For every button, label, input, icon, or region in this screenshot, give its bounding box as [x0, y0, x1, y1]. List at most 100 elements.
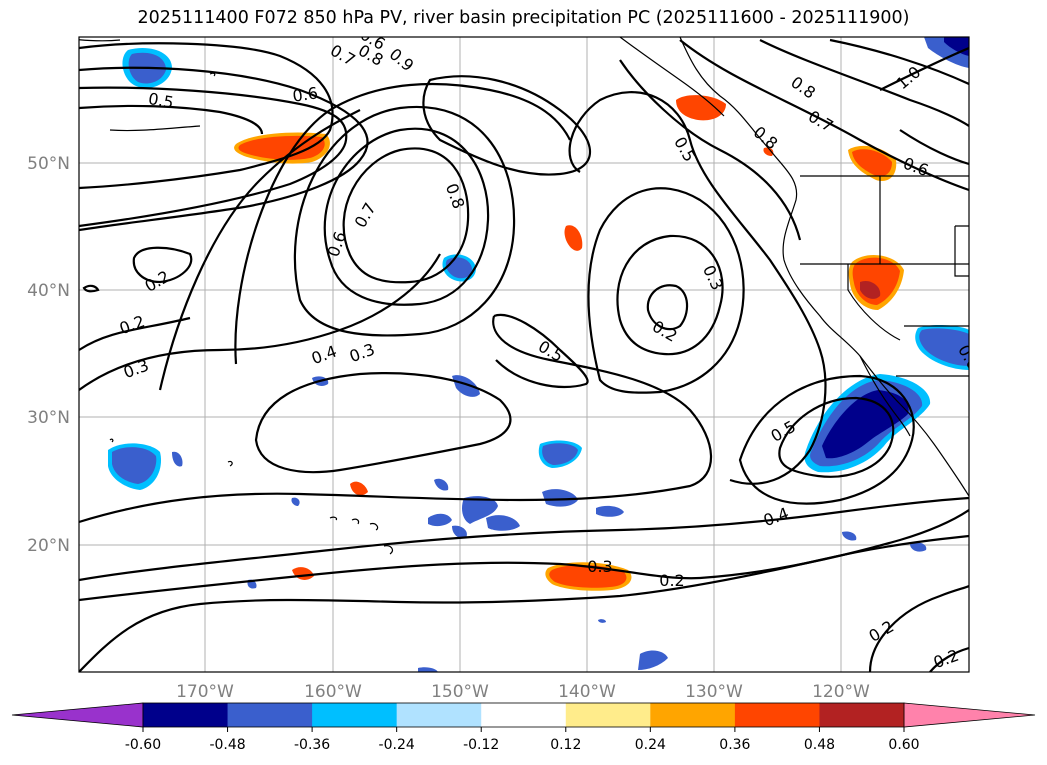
- colorbar-tick-label: 0.12: [550, 737, 581, 753]
- colorbar-over-arrow: [903, 702, 1036, 728]
- hawaii-islands: [329, 516, 394, 555]
- aleutian-islands: [79, 39, 216, 132]
- negative-precip-area: [434, 478, 449, 491]
- colorbar-tick-label: 0.24: [635, 737, 666, 753]
- negative-precip-area: [842, 531, 857, 541]
- positive-precip-area: [860, 280, 881, 299]
- negative-precip-area: [112, 447, 157, 484]
- negative-precip-area: [462, 496, 498, 524]
- coastlines: [79, 37, 969, 555]
- state-border: [954, 225, 969, 277]
- contour-line: [79, 315, 713, 524]
- colorbar-bin: [312, 703, 398, 727]
- colorbar-tick-label: 0.60: [888, 737, 919, 753]
- colorbar-tick-label: -0.12: [463, 737, 499, 753]
- colorbar-tick-label: -0.36: [294, 737, 330, 753]
- map-border: [78, 36, 970, 673]
- negative-precip-area: [822, 390, 909, 459]
- contour-line: [323, 127, 490, 306]
- colorbar-tick-label: 0.48: [804, 737, 835, 753]
- contour-line: [254, 372, 512, 474]
- contour-line: [619, 59, 802, 241]
- colorbar-bin: [565, 703, 651, 727]
- lon-label: 140°W: [558, 682, 616, 702]
- positive-precip-area: [238, 135, 325, 160]
- positive-precip-area: [350, 481, 368, 496]
- contour-line: [879, 46, 969, 91]
- negative-precip-area: [910, 542, 927, 552]
- lon-label: 170°W: [176, 682, 234, 702]
- contour-line: [778, 396, 895, 478]
- contour-line: [829, 38, 969, 85]
- contour-line: [646, 284, 689, 331]
- colorbar-tick-label: -0.24: [379, 737, 415, 753]
- positive-precip-area: [549, 564, 627, 588]
- contour-label: 0.5: [147, 89, 175, 112]
- lat-label: 30°N: [27, 408, 70, 428]
- positive-precip-area: [564, 225, 583, 251]
- negative-precip-area: [598, 619, 606, 623]
- contour-line: [79, 66, 369, 232]
- colorbar-bin: [650, 703, 736, 727]
- island: [109, 438, 114, 443]
- colorbar-under-arrow: [11, 702, 144, 728]
- negative-precip-area: [418, 667, 438, 672]
- contour-line: [868, 584, 969, 672]
- contour-line: [759, 39, 969, 127]
- contour-line: [568, 91, 827, 485]
- contour-line: [899, 129, 969, 166]
- contour-line: [79, 496, 969, 582]
- contour-line: [738, 374, 915, 505]
- negative-precip-area: [172, 451, 183, 467]
- colorbar: -0.60 -0.48 -0.36 -0.24 -0.12 0.12 0.24 0.36 0.4…: [11, 702, 1036, 753]
- negative-precip-area: [486, 515, 520, 531]
- island: [227, 460, 233, 467]
- contour-label: 0.3: [587, 557, 612, 576]
- colorbar-tick-label: -0.60: [125, 737, 161, 753]
- map-area: [79, 37, 969, 672]
- gridlines: [79, 37, 969, 672]
- positive-precip-area: [676, 95, 726, 121]
- map-title: 2025111400 F072 850 hPa PV, river basin …: [137, 8, 910, 28]
- lat-label: 40°N: [27, 281, 70, 301]
- positive-precip-area: [852, 149, 892, 177]
- contour-line: [493, 313, 589, 389]
- negative-precip-area: [542, 489, 578, 507]
- pv-contours: [79, 38, 969, 672]
- contour-line: [79, 316, 191, 351]
- negative-precip-area: [638, 650, 668, 670]
- contour-line: [234, 82, 571, 365]
- contour-line: [587, 187, 745, 394]
- colorbar-tick-label: -0.48: [209, 737, 245, 753]
- lon-label: 160°W: [304, 682, 362, 702]
- contour-line: [79, 534, 969, 672]
- positive-precip-area: [763, 147, 774, 156]
- contour-label: 0.2: [659, 571, 684, 590]
- contour-line: [79, 86, 348, 228]
- lon-label: 150°W: [431, 682, 489, 702]
- lat-label: 50°N: [27, 154, 70, 174]
- negative-precip-area: [596, 505, 624, 517]
- colorbar-frame: [142, 702, 905, 728]
- contour-line: [79, 509, 969, 602]
- contour-line: [79, 253, 441, 391]
- lat-label: 20°N: [27, 536, 70, 556]
- contour-line: [79, 104, 264, 135]
- colorbar-bin: [143, 703, 229, 727]
- contour-line: [929, 646, 969, 672]
- negative-precip-area: [542, 443, 578, 465]
- colorbar-tick-label: 0.36: [719, 737, 750, 753]
- contour-line: [342, 147, 470, 284]
- contour-label: 0.6: [291, 83, 319, 105]
- colorbar-bin: [819, 703, 905, 727]
- lon-label: 130°W: [685, 682, 743, 702]
- contour-line: [158, 109, 361, 391]
- alaska-coast: [619, 37, 725, 117]
- baja-coast: [859, 355, 911, 437]
- contour-line: [293, 105, 516, 337]
- negative-precip-area: [452, 375, 480, 397]
- contour-line: [422, 75, 591, 176]
- negative-precip-area: [291, 497, 300, 506]
- negative-precip-area: [919, 328, 969, 366]
